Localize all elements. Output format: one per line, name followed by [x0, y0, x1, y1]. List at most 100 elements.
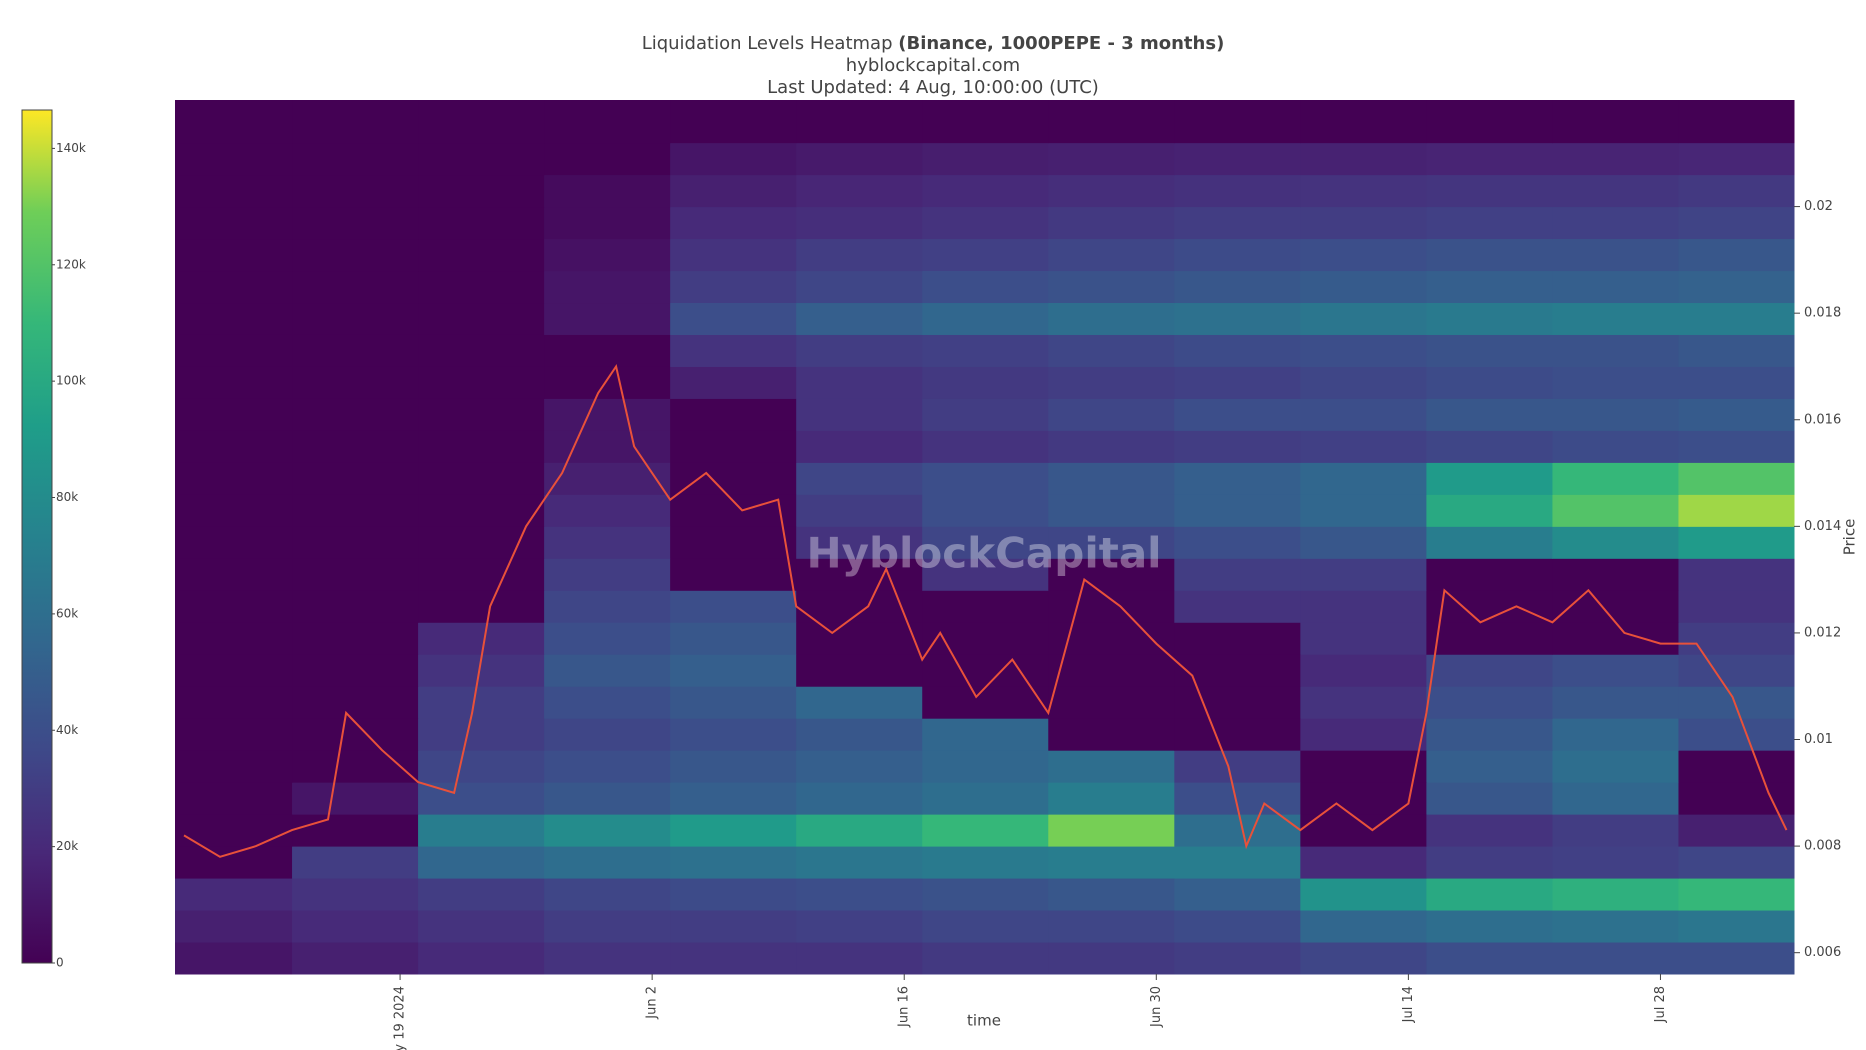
heat-cell [175, 238, 293, 272]
heat-cell [1174, 878, 1301, 911]
heat-cell [670, 846, 797, 879]
heat-cell [1426, 430, 1553, 463]
heat-cell [418, 526, 545, 559]
heat-cell [418, 686, 545, 719]
heat-cell [1678, 366, 1795, 399]
heat-cell [175, 654, 293, 687]
heat-cell [292, 270, 419, 304]
heat-cell [544, 174, 671, 208]
heat-cell [544, 814, 671, 847]
heat-cell [1552, 814, 1679, 847]
heat-cell [1048, 846, 1175, 879]
heat-cell [796, 654, 923, 687]
heat-cell [1300, 462, 1427, 495]
heat-cell [1048, 782, 1175, 815]
heat-cell [544, 238, 671, 272]
heat-cell [418, 270, 545, 304]
heat-cell [1552, 878, 1679, 911]
heat-cell [670, 750, 797, 783]
heat-cell [670, 142, 797, 176]
heat-cell [1300, 142, 1427, 176]
heat-cell [670, 174, 797, 208]
heat-cell [1678, 100, 1795, 144]
heat-cell [292, 174, 419, 208]
heat-cell [292, 686, 419, 719]
heat-cell [1426, 526, 1553, 559]
heat-cell [1300, 238, 1427, 272]
heat-cell [1174, 910, 1301, 943]
heat-cell [1174, 100, 1301, 144]
heat-cell [796, 430, 923, 463]
colorbar-tick-label: 140k [56, 141, 86, 155]
heat-cell [1048, 590, 1175, 623]
heat-cell [1426, 302, 1553, 335]
heat-cell [1678, 750, 1795, 783]
heat-cell [1048, 366, 1175, 399]
heat-cell [292, 100, 419, 144]
heat-cell [1678, 174, 1795, 208]
heat-cell [1048, 174, 1175, 208]
heat-cell [544, 430, 671, 463]
heat-cell [796, 558, 923, 591]
heat-cell [796, 494, 923, 527]
heat-cell [1300, 174, 1427, 208]
heat-cell [796, 206, 923, 240]
heat-cell [544, 590, 671, 623]
x-tick-label: Jun 16 [897, 986, 912, 1028]
heat-cell [1426, 846, 1553, 879]
heat-cell [1048, 206, 1175, 240]
heat-cell [1048, 270, 1175, 304]
heat-cell [1048, 100, 1175, 144]
heat-cell [1552, 398, 1679, 431]
heat-cell [544, 334, 671, 367]
heat-cell [175, 782, 293, 815]
heat-cell [292, 910, 419, 943]
heat-cell [1678, 238, 1795, 272]
heat-cell [1048, 526, 1175, 559]
heat-cell [418, 238, 545, 272]
heat-cell [1678, 942, 1795, 975]
colorbar-tick-label: 120k [56, 257, 86, 271]
heat-cell [1678, 590, 1795, 623]
heat-cell [418, 462, 545, 495]
heat-cell [1426, 622, 1553, 655]
heat-cell [292, 590, 419, 623]
heat-cell [1174, 142, 1301, 176]
heat-cell [292, 238, 419, 272]
chart-title: Liquidation Levels Heatmap (Binance, 100… [642, 33, 1225, 54]
heat-cell [1300, 526, 1427, 559]
heat-cell [175, 878, 293, 911]
heat-cell [1678, 302, 1795, 335]
heat-cell [1552, 206, 1679, 240]
heat-cell [1300, 334, 1427, 367]
heat-cell [1300, 718, 1427, 751]
heat-cell [922, 942, 1049, 975]
y-tick-label: 0.006 [1804, 945, 1841, 960]
heat-cell [1174, 494, 1301, 527]
heat-cell [175, 366, 293, 399]
heat-cell [1426, 878, 1553, 911]
heat-cell [1426, 910, 1553, 943]
heat-cell [1174, 622, 1301, 655]
heat-cell [544, 494, 671, 527]
heat-cell [1048, 398, 1175, 431]
heat-cell [1048, 238, 1175, 272]
heat-cell [796, 238, 923, 272]
heat-cell [922, 430, 1049, 463]
heat-cell [1678, 686, 1795, 719]
heat-cell [544, 686, 671, 719]
heat-cell [1552, 590, 1679, 623]
heat-cell [670, 270, 797, 304]
heat-cell [1426, 686, 1553, 719]
heat-cell [292, 878, 419, 911]
heat-cell [1048, 910, 1175, 943]
heat-cell [544, 878, 671, 911]
heat-cell [1678, 270, 1795, 304]
heat-cell [670, 302, 797, 335]
heat-cell [1174, 942, 1301, 975]
heat-cell [1174, 590, 1301, 623]
heat-cell [922, 100, 1049, 144]
y-tick-label: 0.008 [1804, 839, 1841, 854]
heat-cell [175, 750, 293, 783]
heat-cell [670, 718, 797, 751]
